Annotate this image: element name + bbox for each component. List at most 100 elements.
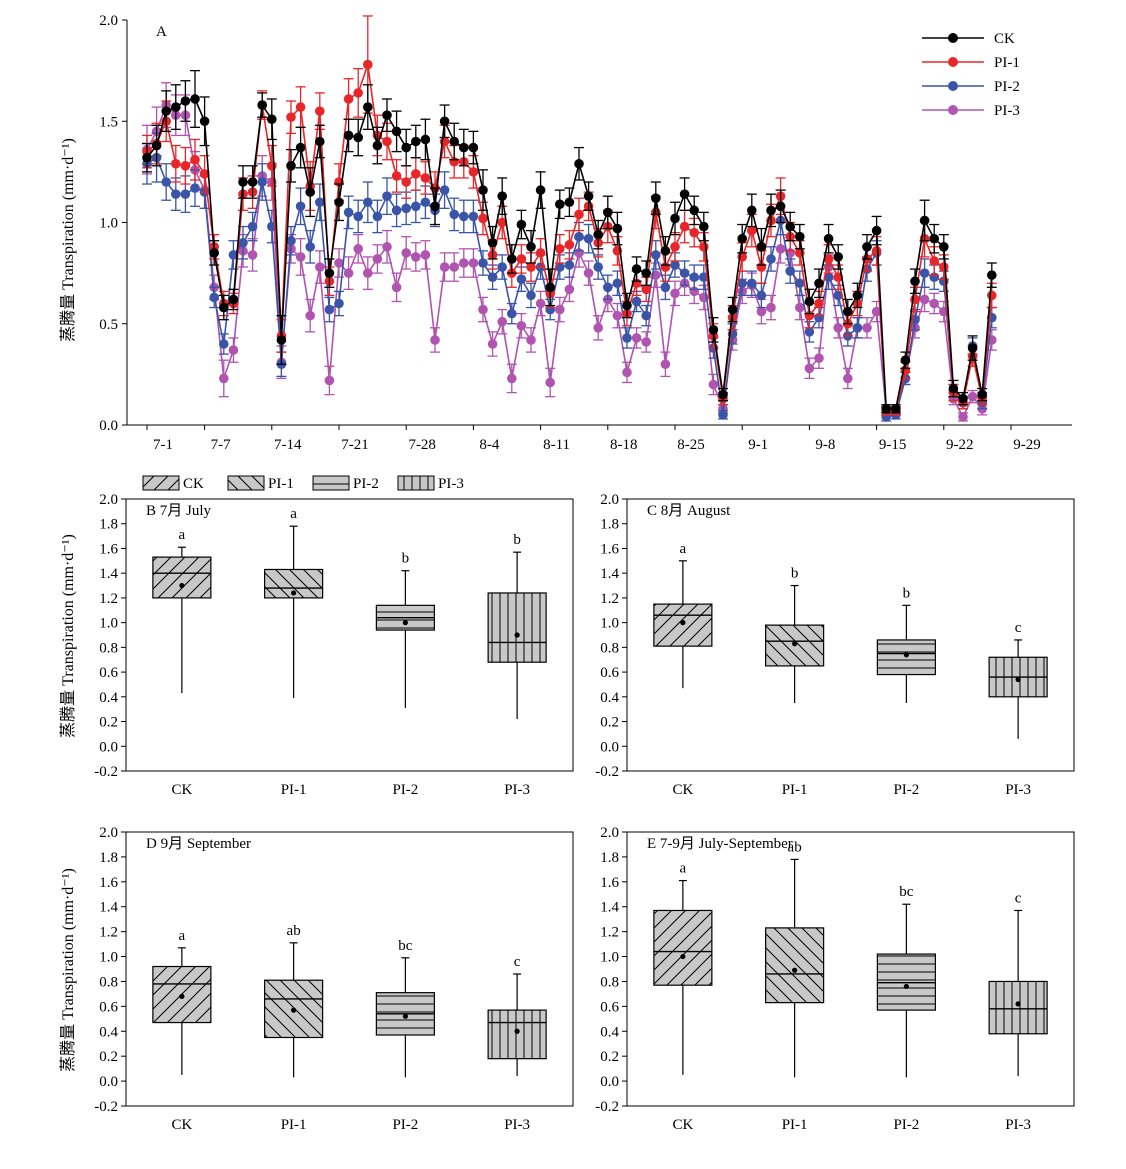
- data-point-ck: [593, 229, 603, 240]
- data-point-pi-2: [660, 282, 671, 293]
- data-point-ck: [449, 136, 460, 147]
- y-tick-label: 1.6: [600, 541, 619, 557]
- significance-letter: c: [1015, 620, 1022, 636]
- data-point-ck: [343, 130, 354, 141]
- significance-letter: b: [903, 585, 911, 601]
- y-tick-label: 0.0: [99, 1074, 118, 1090]
- panel-frame: [626, 498, 1075, 772]
- data-point-pi-3: [334, 258, 344, 268]
- y-tick-label: 0.4: [600, 690, 619, 706]
- mean-marker: [291, 1007, 297, 1013]
- panel-frame: [125, 831, 574, 1107]
- significance-letter: bc: [899, 884, 914, 900]
- data-point-ck: [651, 193, 661, 203]
- data-point-ck: [171, 102, 181, 112]
- data-point-ck: [295, 142, 306, 153]
- data-point-pi-3: [391, 282, 402, 293]
- data-point-pi-1: [555, 244, 565, 254]
- data-point-ck: [679, 189, 690, 199]
- data-point-ck: [795, 231, 805, 242]
- data-point-ck: [881, 404, 891, 414]
- data-point-pi-3: [958, 412, 968, 422]
- data-point-ck: [459, 142, 469, 153]
- data-point-pi-1: [382, 136, 392, 147]
- y-tick-label: 1.6: [99, 875, 118, 891]
- legend-label-ck: CK: [994, 31, 1015, 47]
- y-tick-label: -0.2: [595, 764, 619, 780]
- data-point-pi-2: [747, 278, 757, 289]
- panel-a-x-tick-label: 9-8: [815, 437, 835, 453]
- data-point-ck: [737, 233, 747, 244]
- y-tick-label: 0.4: [600, 1024, 619, 1040]
- data-point-pi-3: [871, 306, 882, 317]
- y-tick-label: 0.0: [600, 1074, 619, 1090]
- data-point-ck: [142, 152, 152, 163]
- data-point-pi-3: [929, 298, 939, 309]
- y-tick-label: -0.2: [94, 764, 118, 780]
- data-point-pi-1: [516, 254, 527, 264]
- data-point-pi-3: [526, 335, 536, 345]
- box-pi-1: [765, 927, 825, 1004]
- data-point-pi-2: [267, 221, 277, 232]
- data-point-pi-2: [593, 262, 603, 272]
- data-point-pi-1: [315, 106, 325, 116]
- legend-label-pi-2: PI-2: [994, 79, 1020, 95]
- data-point-pi-3: [507, 373, 517, 384]
- data-point-ck: [603, 207, 613, 218]
- data-point-ck: [478, 185, 488, 195]
- data-point-pi-1: [564, 239, 575, 250]
- data-point-ck: [430, 201, 440, 212]
- data-point-pi-2: [478, 258, 488, 268]
- y-tick-label: 1.8: [600, 517, 619, 533]
- mean-marker: [402, 1013, 408, 1019]
- data-point-pi-3: [401, 248, 412, 258]
- data-point-pi-3: [555, 304, 565, 315]
- data-point-pi-2: [180, 189, 191, 199]
- x-category-label: PI-1: [782, 782, 808, 798]
- legend-label-ck: CK: [183, 476, 204, 492]
- data-point-pi-3: [487, 339, 498, 349]
- x-category-label: PI-3: [1005, 782, 1031, 798]
- y-tick-label: 1.8: [99, 517, 118, 533]
- y-tick-label: 0.6: [99, 665, 118, 681]
- data-point-ck: [391, 126, 402, 137]
- data-point-pi-2: [363, 197, 373, 208]
- mean-marker: [514, 632, 520, 638]
- data-point-pi-1: [699, 242, 709, 252]
- data-point-pi-1: [497, 217, 508, 228]
- y-tick-label: 1.2: [600, 591, 619, 607]
- y-tick-label: 1.4: [600, 900, 619, 916]
- data-point-ck: [977, 389, 987, 400]
- data-point-pi-2: [353, 211, 364, 222]
- panel-frame: [626, 831, 1075, 1107]
- y-tick-label: 0.8: [99, 974, 118, 990]
- data-point-ck: [228, 294, 239, 305]
- data-point-pi-3: [343, 268, 354, 278]
- significance-letter: a: [290, 506, 297, 522]
- data-point-pi-3: [843, 373, 853, 384]
- data-point-pi-2: [411, 201, 421, 212]
- data-point-ck: [497, 191, 508, 201]
- data-point-pi-2: [612, 278, 623, 289]
- y-tick-label: 2.0: [600, 492, 619, 508]
- data-point-ck: [852, 290, 863, 301]
- data-point-ck: [871, 225, 882, 236]
- data-point-pi-2: [737, 278, 747, 289]
- data-point-pi-3: [670, 288, 680, 299]
- y-tick-label: 1.0: [99, 950, 118, 966]
- legend-label-pi-1: PI-1: [994, 55, 1020, 71]
- data-point-ck: [641, 268, 651, 278]
- legend-swatch-ck: [142, 475, 180, 491]
- data-point-ck: [372, 140, 383, 151]
- data-point-pi-1: [171, 158, 181, 169]
- data-point-pi-2: [651, 250, 661, 260]
- panel-c-box-chart: -0.2 0.0 0.2 0.4 0.6 0.8 1.0 1.2 1.4 1.6 1.8 2.0 C 8…: [595, 492, 1075, 798]
- data-point-pi-3: [593, 323, 603, 333]
- panel-a-y-tick-label: 2.0: [99, 13, 118, 29]
- y-tick-label: 2.0: [99, 825, 118, 841]
- data-point-ck: [708, 325, 719, 335]
- data-point-ck: [804, 296, 815, 307]
- panel-a-x-tick-label: 9-15: [879, 437, 907, 453]
- data-point-pi-3: [324, 375, 335, 386]
- data-point-pi-2: [228, 250, 239, 260]
